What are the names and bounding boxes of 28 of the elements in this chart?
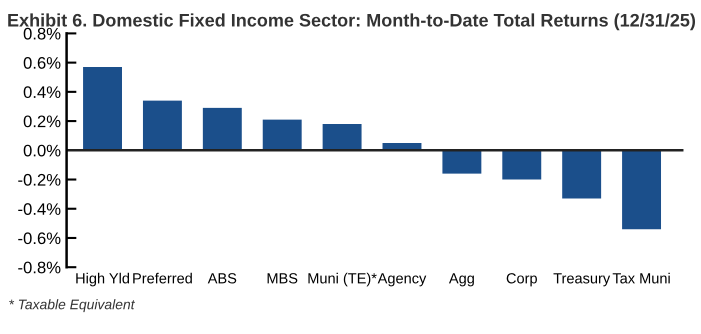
x-tick-label: Tax Muni xyxy=(612,272,670,284)
y-tick-label: -0.2% xyxy=(18,174,60,186)
bar xyxy=(142,100,182,150)
bar xyxy=(442,150,482,174)
y-tick-label: -0.6% xyxy=(18,232,60,244)
y-tick-label: 0.4% xyxy=(24,86,60,98)
bar xyxy=(502,150,542,180)
bar xyxy=(262,120,302,150)
x-tick-label: Agency xyxy=(378,273,426,286)
x-tick-label: Treasury xyxy=(553,273,610,286)
text: * Taxable Equivalent xyxy=(9,299,136,312)
x-tick-label: Preferred xyxy=(133,272,192,284)
bar xyxy=(562,150,602,199)
x-tick-label: MBS xyxy=(268,273,298,284)
bar xyxy=(622,150,662,230)
x-tick-label: High Yld xyxy=(76,272,130,286)
x-tick-label: Muni (TE)* xyxy=(308,272,377,286)
y-tick-label: 0.2% xyxy=(24,115,60,128)
x-tick-label: Agg xyxy=(448,273,474,286)
x-tick-label: ABS xyxy=(208,273,236,284)
y-tick-label: 0.0% xyxy=(24,144,60,157)
y-tick-label: -0.4% xyxy=(18,203,60,215)
bar xyxy=(202,108,242,150)
y-tick-label: 0.6% xyxy=(24,57,60,69)
y-tick-label: -0.8% xyxy=(18,262,60,274)
bar xyxy=(83,67,122,150)
bar xyxy=(322,124,362,150)
x-tick-label: Corp xyxy=(506,273,537,286)
